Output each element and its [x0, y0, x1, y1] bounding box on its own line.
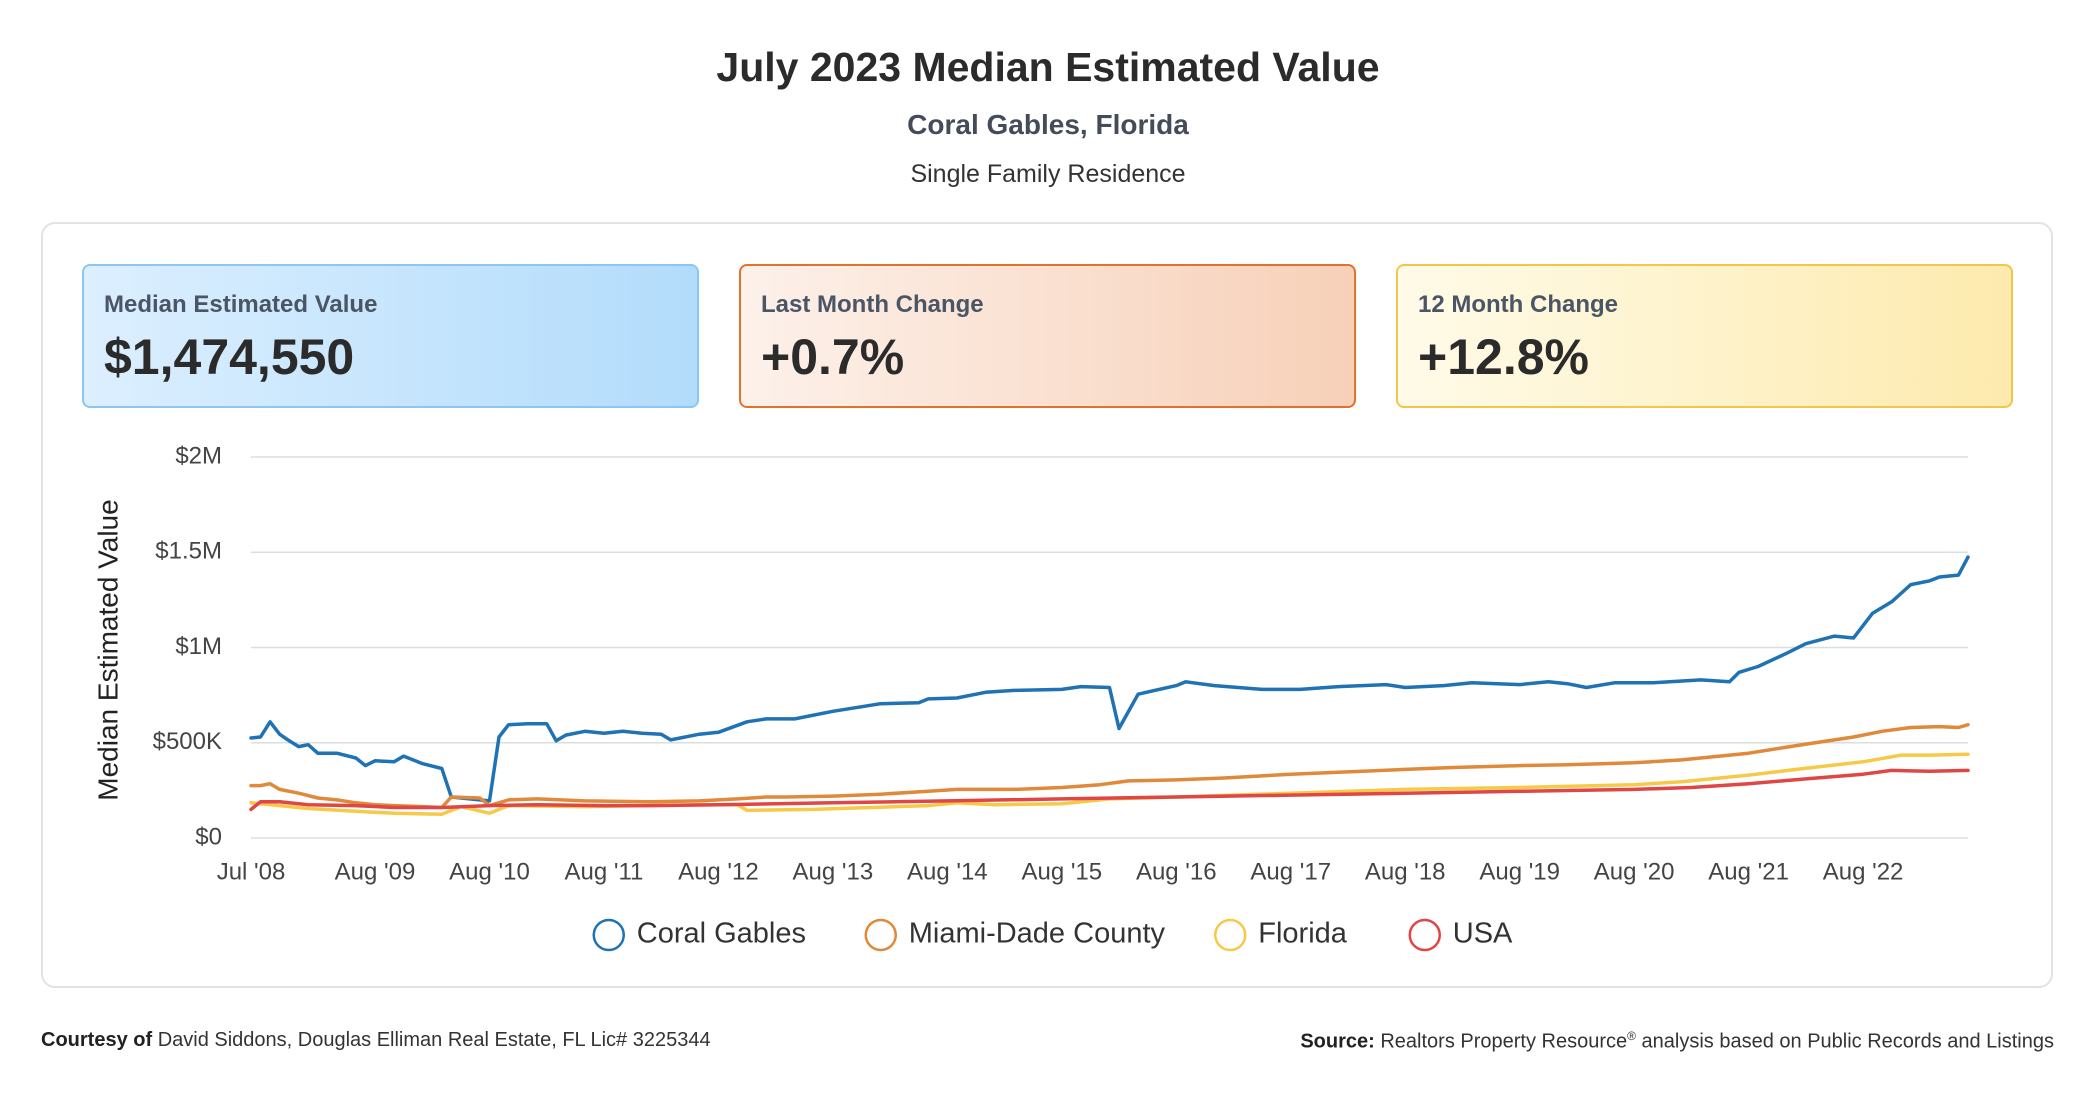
y-tick-label: $2M [175, 442, 222, 469]
x-tick-label: Aug '10 [449, 858, 530, 885]
stat-value: $1,474,550 [104, 329, 355, 385]
source-text-2: analysis based on Public Records and Lis… [1635, 1030, 2054, 1053]
source-label: Source: [1300, 1030, 1375, 1053]
y-tick-label: $0 [195, 823, 222, 850]
x-tick-label: Aug '19 [1479, 858, 1560, 885]
stat-label: Median Estimated Value [104, 291, 378, 318]
courtesy-label: Courtesy of [41, 1029, 153, 1051]
x-tick-label: Aug '22 [1823, 858, 1904, 885]
page-title: July 2023 Median Estimated Value [716, 44, 1380, 90]
series-line-usa [249, 768, 1970, 812]
legend-label: Coral Gables [637, 918, 806, 950]
x-tick-label: Aug '14 [907, 858, 988, 885]
location-subtitle: Coral Gables, Florida [907, 109, 1189, 140]
stat-label: 12 Month Change [1418, 291, 1619, 318]
stat-value: +12.8% [1418, 329, 1589, 385]
x-tick-label: Aug '16 [1136, 858, 1217, 885]
x-tick-label: Jul '08 [217, 858, 286, 885]
x-tick-label: Aug '17 [1250, 858, 1331, 885]
legend-marker [1408, 918, 1441, 952]
x-tick-label: Aug '21 [1708, 858, 1789, 885]
legend-label: USA [1453, 918, 1513, 950]
y-tick-label: $1.5M [155, 538, 222, 565]
stat-value: +0.7% [761, 329, 905, 385]
series-line-florida [249, 752, 1970, 816]
x-tick-label: Aug '11 [565, 858, 644, 885]
property-type-caption: Single Family Residence [910, 160, 1186, 188]
legend-marker [1214, 918, 1247, 952]
series-line-miami-dade-county [249, 722, 1970, 810]
x-axis-ticks: Jul '08 Aug '09 Aug '10 Aug '11 Aug '12 Aug '… [217, 858, 1904, 885]
legend-label: Florida [1258, 918, 1348, 950]
y-axis-ticks: $0 $500K $1M $1.5M $2M [153, 442, 222, 850]
series-line-coral-gables [249, 555, 1970, 803]
x-tick-label: Aug '09 [335, 858, 416, 885]
stat-last-month-change: Last Month Change +0.7% [739, 264, 1356, 408]
gridlines [251, 456, 1968, 839]
x-tick-label: Aug '12 [678, 858, 759, 885]
stat-median-value: Median Estimated Value $1,474,550 [82, 264, 699, 408]
stat-label: Last Month Change [761, 291, 984, 318]
line-chart: $0 $500K $1M $1.5M $2M Jul '08 Aug '09 Aug '10… [92, 442, 1970, 952]
legend-label: Miami-Dade County [909, 918, 1166, 950]
x-tick-label: Aug '18 [1365, 858, 1446, 885]
legend-item[interactable]: Miami-Dade County [864, 918, 1166, 952]
source-text: Realtors Property Resource [1380, 1030, 1628, 1053]
stat-12-month-change: 12 Month Change +12.8% [1396, 264, 2013, 408]
courtesy-text: David Siddons, Douglas Elliman Real Esta… [157, 1029, 711, 1051]
courtesy-footer: Courtesy of David Siddons, Douglas Ellim… [41, 1029, 711, 1052]
legend-marker [592, 918, 625, 952]
x-tick-label: Aug '20 [1594, 858, 1675, 885]
y-tick-label: $500K [153, 728, 222, 755]
x-tick-label: Aug '15 [1021, 858, 1102, 885]
legend: Coral Gables Miami-Dade County Florida USA [592, 918, 1513, 952]
legend-item[interactable]: Florida [1214, 918, 1348, 952]
legend-item[interactable]: Coral Gables [592, 918, 806, 952]
y-axis-title: Median Estimated Value [92, 499, 123, 800]
legend-item[interactable]: USA [1408, 918, 1513, 952]
x-tick-label: Aug '13 [793, 858, 874, 885]
registered-mark: ® [1627, 1029, 1636, 1043]
legend-marker [864, 918, 897, 952]
y-tick-label: $1M [175, 633, 222, 660]
series-lines [249, 555, 1970, 816]
source-footer: Source: Realtors Property Resource® anal… [1300, 1029, 2054, 1054]
